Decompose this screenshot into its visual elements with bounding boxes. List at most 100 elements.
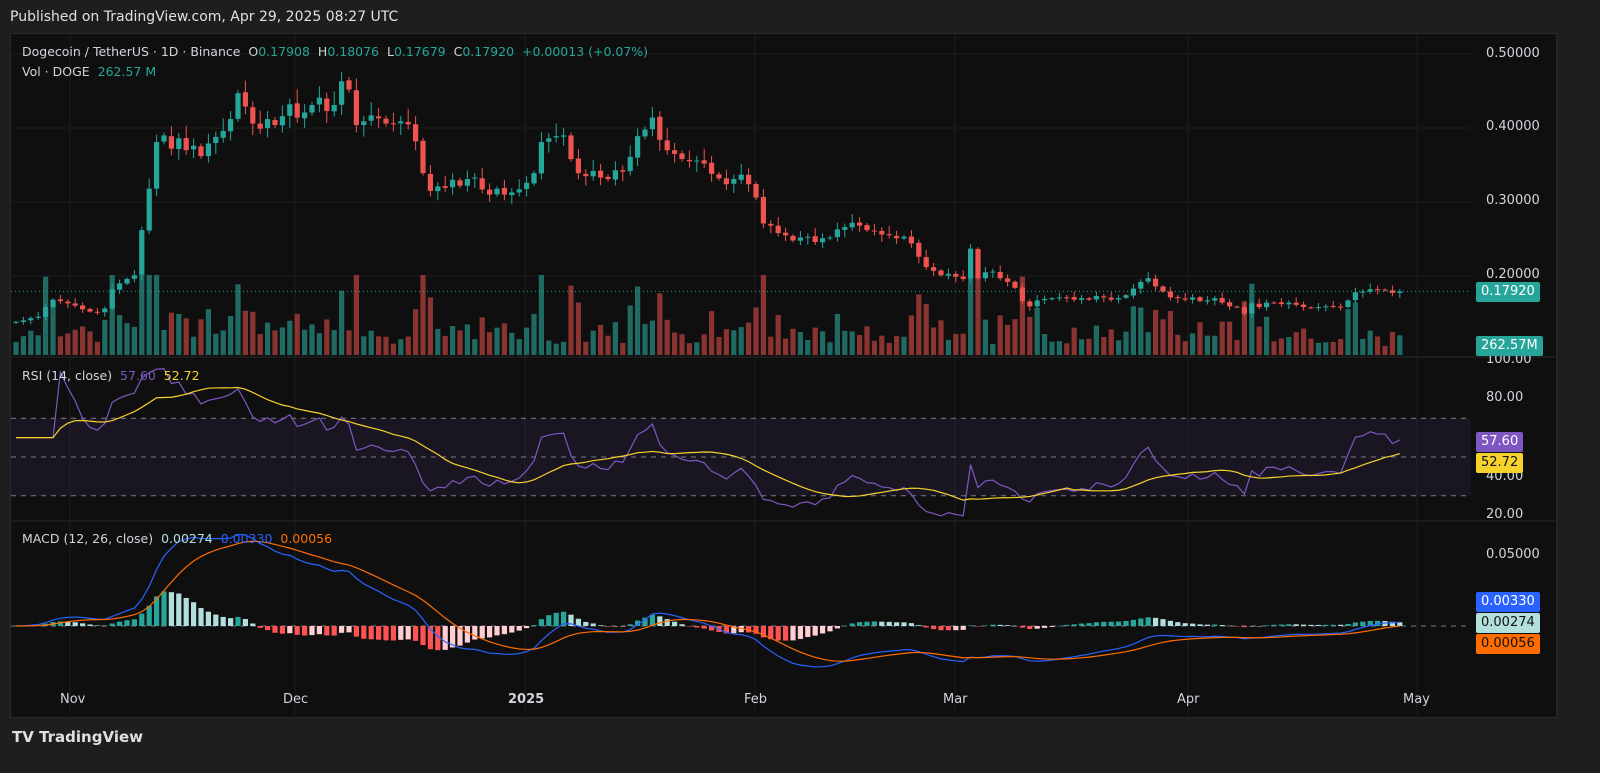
candle-body — [1005, 278, 1011, 282]
candle-body — [1367, 289, 1373, 292]
macd-histogram-bar — [161, 591, 167, 626]
volume-bar — [398, 339, 404, 355]
macd-histogram-bar — [198, 608, 204, 626]
candle-body — [716, 174, 722, 179]
candle-body — [361, 121, 367, 126]
volume-bar — [309, 324, 315, 355]
symbol-title[interactable]: Dogecoin / TetherUS · 1D · Binance — [22, 44, 241, 59]
volume-bar — [894, 336, 900, 355]
rsi-tick: 20.00 — [1486, 507, 1524, 522]
candle-body — [383, 118, 389, 124]
candle-body — [561, 135, 567, 137]
volume-bar — [457, 330, 463, 355]
volume-bar — [612, 322, 618, 355]
macd-histogram-bar — [701, 626, 707, 629]
candle-body — [1323, 306, 1329, 308]
macd-histogram-bar — [479, 626, 485, 639]
candle-body — [694, 160, 700, 162]
volume-bar — [1375, 336, 1381, 355]
macd-histogram-bar — [753, 626, 759, 634]
volume-bar — [1271, 341, 1277, 355]
macd-histogram-bar — [805, 626, 811, 638]
macd-histogram-bar — [783, 626, 789, 641]
macd-histogram-bar — [1264, 625, 1270, 626]
macd-histogram-bar — [191, 602, 197, 626]
volume-bar — [102, 319, 108, 355]
volume-label[interactable]: Vol · DOGE — [22, 64, 90, 79]
volume-bar — [331, 330, 337, 355]
volume-bar — [649, 320, 655, 355]
candle-body — [1086, 298, 1092, 300]
macd-histogram-bar — [1227, 625, 1233, 627]
volume-bar — [1034, 307, 1040, 355]
macd-histogram-bar — [516, 626, 522, 631]
macd-histogram-bar — [139, 613, 145, 626]
macd-hist-tag: 0.00274 — [1476, 613, 1540, 633]
candle-body — [1108, 297, 1114, 300]
candle-body — [1204, 300, 1210, 302]
candle-body — [420, 140, 426, 174]
volume-bar — [1323, 342, 1329, 355]
macd-histogram-bar — [1145, 617, 1151, 626]
volume-bar — [575, 302, 581, 355]
candle-body — [109, 289, 115, 309]
macd-label[interactable]: MACD (12, 26, close) — [22, 531, 154, 546]
tradingview-logo[interactable]: 𝗧𝗩 TradingView — [12, 728, 143, 746]
candle-body — [723, 178, 729, 185]
macd-histogram-bar — [339, 626, 345, 633]
candle-body — [1049, 298, 1055, 300]
volume-bar — [568, 285, 574, 355]
volume-bar — [1130, 306, 1136, 355]
macd-histogram-bar — [857, 622, 863, 626]
volume-bar — [265, 322, 271, 355]
x-tick: Nov — [60, 692, 86, 707]
macd-histogram-bar — [1389, 621, 1395, 626]
macd-histogram-bar — [390, 626, 396, 641]
candle-body — [117, 283, 123, 290]
candle-body — [65, 301, 71, 304]
volume-bar — [487, 332, 493, 355]
volume-bar — [583, 341, 589, 355]
candle-body — [975, 248, 981, 279]
volume-bar — [657, 293, 663, 355]
volume-bar — [731, 330, 737, 355]
candle-body — [590, 170, 596, 177]
volume-bar — [864, 326, 870, 355]
volume-bar — [87, 331, 93, 355]
macd-histogram-bar — [87, 624, 93, 626]
macd-histogram-bar — [1101, 621, 1107, 626]
macd-histogram-bar — [568, 614, 574, 626]
change-value: +0.00013 (+0.07%) — [521, 44, 649, 59]
macd-histogram-bar — [213, 614, 219, 626]
volume-bar — [686, 343, 692, 355]
volume-bar — [316, 333, 322, 355]
volume-tag: 262.57M — [1476, 336, 1543, 356]
candle-body — [1116, 298, 1122, 300]
chart-frame[interactable] — [10, 33, 1557, 718]
volume-bar — [1056, 341, 1062, 355]
volume-legend: Vol · DOGE 262.57 M — [22, 64, 156, 79]
volume-bar — [1256, 326, 1262, 355]
rsi-label[interactable]: RSI (14, close) — [22, 368, 113, 383]
macd-histogram-bar — [1182, 623, 1188, 626]
macd-histogram-bar — [1256, 626, 1262, 627]
volume-bar — [923, 303, 929, 355]
macd-histogram-bar — [694, 626, 700, 628]
macd-histogram-bar — [205, 611, 211, 626]
price-tick: 0.30000 — [1486, 193, 1540, 208]
rsi-line — [16, 368, 1401, 517]
volume-bar — [302, 329, 308, 355]
candle-body — [642, 129, 648, 137]
rsi-tick: 80.00 — [1486, 390, 1524, 405]
candle-body — [1271, 302, 1277, 304]
macd-histogram-bar — [450, 626, 456, 648]
volume-bar — [1012, 319, 1018, 355]
volume-bar — [827, 342, 833, 355]
volume-bar — [339, 290, 345, 355]
candle-body — [205, 143, 211, 157]
candle-body — [220, 130, 226, 138]
candle-body — [901, 236, 907, 239]
candle-body — [20, 320, 26, 322]
candle-body — [1190, 297, 1196, 300]
